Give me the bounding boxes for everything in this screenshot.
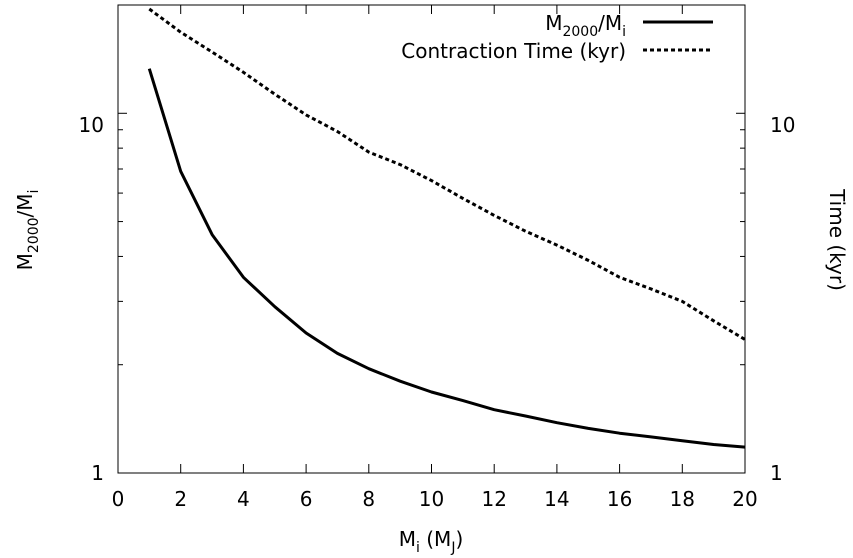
x-tick-label: 18 xyxy=(670,487,695,511)
y-axis-ticks xyxy=(118,4,745,474)
legend: M2000/Mi Contraction Time (kyr) xyxy=(401,11,713,63)
series-line-mass-ratio xyxy=(147,68,746,449)
x-tick-label: 6 xyxy=(300,487,313,511)
y-right-tick-label-10: 10 xyxy=(770,113,795,137)
plot-frame xyxy=(117,4,746,474)
legend-label-mass-ratio: M2000/Mi xyxy=(545,11,626,40)
x-tick-label: 4 xyxy=(237,487,250,511)
x-tick-label: 2 xyxy=(174,487,187,511)
x-tick-label: 8 xyxy=(362,487,375,511)
x-tick-label: 20 xyxy=(732,487,757,511)
x-tick-label: 0 xyxy=(112,487,125,511)
x-tick-label: 14 xyxy=(544,487,569,511)
y-left-tick-label-1: 1 xyxy=(91,461,104,485)
y-axis-label-right: Time (kyr) xyxy=(825,188,849,291)
y-axis-label-left: M2000/Mi xyxy=(13,190,42,271)
x-axis-label: Mi (MJ) xyxy=(399,527,464,556)
x-tick-label: 16 xyxy=(607,487,632,511)
x-axis-ticks: 0 2 4 6 8 10 12 14 16 18 20 xyxy=(112,5,758,511)
x-tick-label: 12 xyxy=(481,487,506,511)
legend-label-contraction-time: Contraction Time (kyr) xyxy=(401,39,626,63)
y-right-tick-label-1: 1 xyxy=(770,461,783,485)
series-line-contraction-time xyxy=(148,7,746,341)
series-layer xyxy=(147,7,746,449)
y-left-tick-label-10: 10 xyxy=(79,113,104,137)
x-tick-label: 10 xyxy=(419,487,444,511)
